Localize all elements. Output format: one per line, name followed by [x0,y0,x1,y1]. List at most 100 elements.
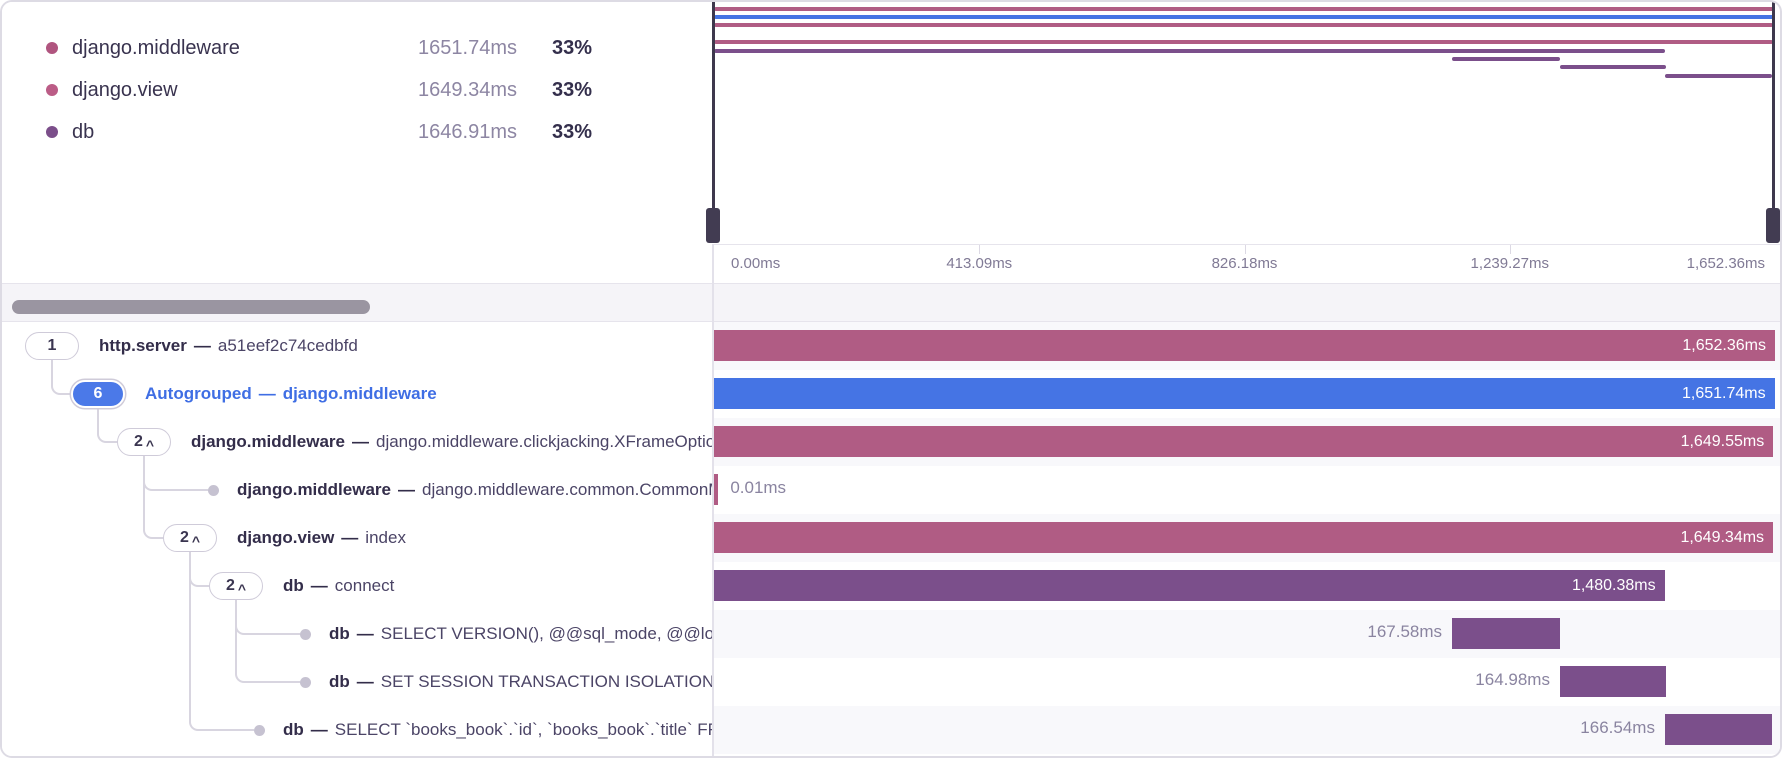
separator-dash: — [351,432,369,451]
trace-minimap[interactable] [714,2,1775,210]
legend-color-dot [46,42,58,54]
legend-color-dot [46,84,58,96]
tree-row-http.server[interactable]: 1 http.server — a51eef2c74cedbfd [2,322,712,370]
span-op: db [329,672,350,691]
minimap-span-db [1559,65,1666,70]
axis-tick-label: 413.09ms [946,255,1013,272]
span-detail: connect [334,576,395,595]
legend-percent-value: 33% [551,120,592,143]
row-stripe [714,610,1780,658]
span-detail: a51eef2c74cedbfd [217,336,358,355]
span-tree: 1 http.server — a51eef2c74cedbfd 6 Autogroupe… [2,322,712,756]
span-op: django.middleware [237,480,391,499]
span-op: db [283,576,304,595]
tree-connector [97,408,117,443]
legend-item-django.middleware[interactable]: django.middleware 1651.74ms 33% [2,34,712,62]
span-duration-label: 166.54ms [1580,718,1655,737]
minimap-right-drag-handle[interactable] [1766,208,1780,243]
span-duration-label: 1,480.38ms [1571,576,1656,594]
axis-tick-label: 1,652.36ms [1686,255,1765,272]
tree-connector [143,456,163,539]
tree-row-Autogrouped[interactable]: 6 Autogrouped — django.middleware [2,370,712,418]
separator-dash: — [397,480,415,499]
tree-row-db[interactable]: db — SELECT `books_book`.`id`, `books_book… [2,706,712,754]
tree-row-db[interactable]: db — SELECT VERSION(), @@sql_mode, @@lower… [2,610,712,658]
axis-tick-label: 826.18ms [1211,255,1278,272]
span-op: Autogrouped [145,384,252,403]
time-axis: 0.00ms 413.09ms 826.18ms 1,239.27ms 1,652.36… [714,244,1780,284]
chevron-up-icon: ^ [145,437,155,453]
span-count-badge[interactable]: 6 [71,380,125,408]
span-bar-db[interactable] [1452,618,1560,649]
minimap-viewport-right-edge[interactable] [1772,2,1775,210]
tree-row-django.middleware[interactable]: django.middleware — django.middleware.comm… [2,466,712,514]
axis-tick-mark [979,245,981,254]
legend-duration-value: 1649.34ms [418,78,517,101]
span-bar-Autogrouped[interactable]: 1,651.74ms [714,378,1775,409]
legend-op-label: django.view [72,78,178,101]
span-op: db [283,720,304,739]
span-duration-label: 167.58ms [1367,622,1443,641]
separator-dash: — [193,336,211,355]
span-bar-db[interactable]: 1,480.38ms [714,570,1665,601]
span-detail: django.middleware.common.CommonMiddlewar… [421,480,712,499]
separator-dash: — [258,384,276,403]
span-duration-label: 1,651.74ms [1681,384,1766,402]
tree-connector [235,600,300,683]
span-bar-db[interactable] [1559,666,1666,697]
badge-count: 2 [179,529,189,546]
badge-count: 2 [133,433,143,450]
legend-item-db[interactable]: db 1646.91ms 33% [2,118,712,146]
span-duration-label: 0.01ms [730,478,787,497]
span-description: db — SELECT VERSION(), @@sql_mode, @@lower… [329,610,712,658]
minimap-left-drag-handle[interactable] [706,208,720,243]
span-bar-django.middleware[interactable]: 1,649.55ms [714,426,1774,457]
tree-row-django.view[interactable]: 2 ^ django.view — index [2,514,712,562]
span-count-badge[interactable]: 2 ^ [209,572,263,600]
span-bar-django.view[interactable]: 1,649.34ms [714,522,1774,553]
span-description: db — connect [283,562,394,610]
span-bar-db[interactable] [1664,714,1772,745]
span-description: Autogrouped — django.middleware [145,370,437,418]
span-count-badge[interactable]: 2 ^ [117,428,171,456]
span-op: db [329,624,350,643]
legend-color-dot [46,126,58,138]
badge-count: 2 [225,577,235,594]
legend-op-label: db [72,120,95,143]
span-duration-label: 1,652.36ms [1682,336,1766,354]
span-detail: SET SESSION TRANSACTION ISOLATION LEVEL … [380,672,712,691]
axis-tick-mark [1509,245,1511,254]
row-stripe [714,706,1780,754]
minimap-span-db [1664,73,1772,78]
minimap-viewport-left-edge[interactable] [712,2,715,210]
span-op: http.server [99,336,187,355]
legend-duration-value: 1646.91ms [418,120,517,143]
separator-dash: — [310,576,328,595]
span-leaf-dot [254,724,265,736]
panel-divider[interactable] [712,244,714,756]
tree-row-django.middleware[interactable]: 2 ^ django.middleware — django.middleware.cl… [2,418,712,466]
minimap-span-http.server [714,6,1775,11]
minimap-span-db [1452,56,1560,62]
span-bar-http.server[interactable]: 1,652.36ms [714,330,1775,361]
legend-item-django.view[interactable]: django.view 1649.34ms 33% [2,76,712,104]
span-duration-label: 164.98ms [1475,670,1550,689]
span-description: db — SET SESSION TRANSACTION ISOLATION LEV… [329,658,712,706]
tree-row-db[interactable]: db — SET SESSION TRANSACTION ISOLATION LEV… [2,658,712,706]
span-description: http.server — a51eef2c74cedbfd [99,322,358,370]
span-description: django.middleware — django.middleware.comm… [237,466,712,514]
span-count-badge[interactable]: 2 ^ [163,524,217,552]
span-description: django.view — index [237,514,406,562]
horizontal-scrollbar[interactable] [2,283,1780,322]
separator-dash: — [341,528,359,547]
scrollbar-thumb[interactable] [12,300,370,314]
badge-count: 6 [93,385,103,402]
span-leaf-dot [300,676,311,688]
span-count-badge[interactable]: 1 [25,332,79,360]
legend-duration-value: 1651.74ms [418,36,517,59]
span-bar-django.middleware[interactable] [714,474,719,505]
tree-row-db[interactable]: 2 ^ db — connect [2,562,712,610]
span-description: django.middleware — django.middleware.clic… [191,418,712,466]
span-detail: django.middleware.clickjacking.XFrameOpt… [375,432,712,451]
